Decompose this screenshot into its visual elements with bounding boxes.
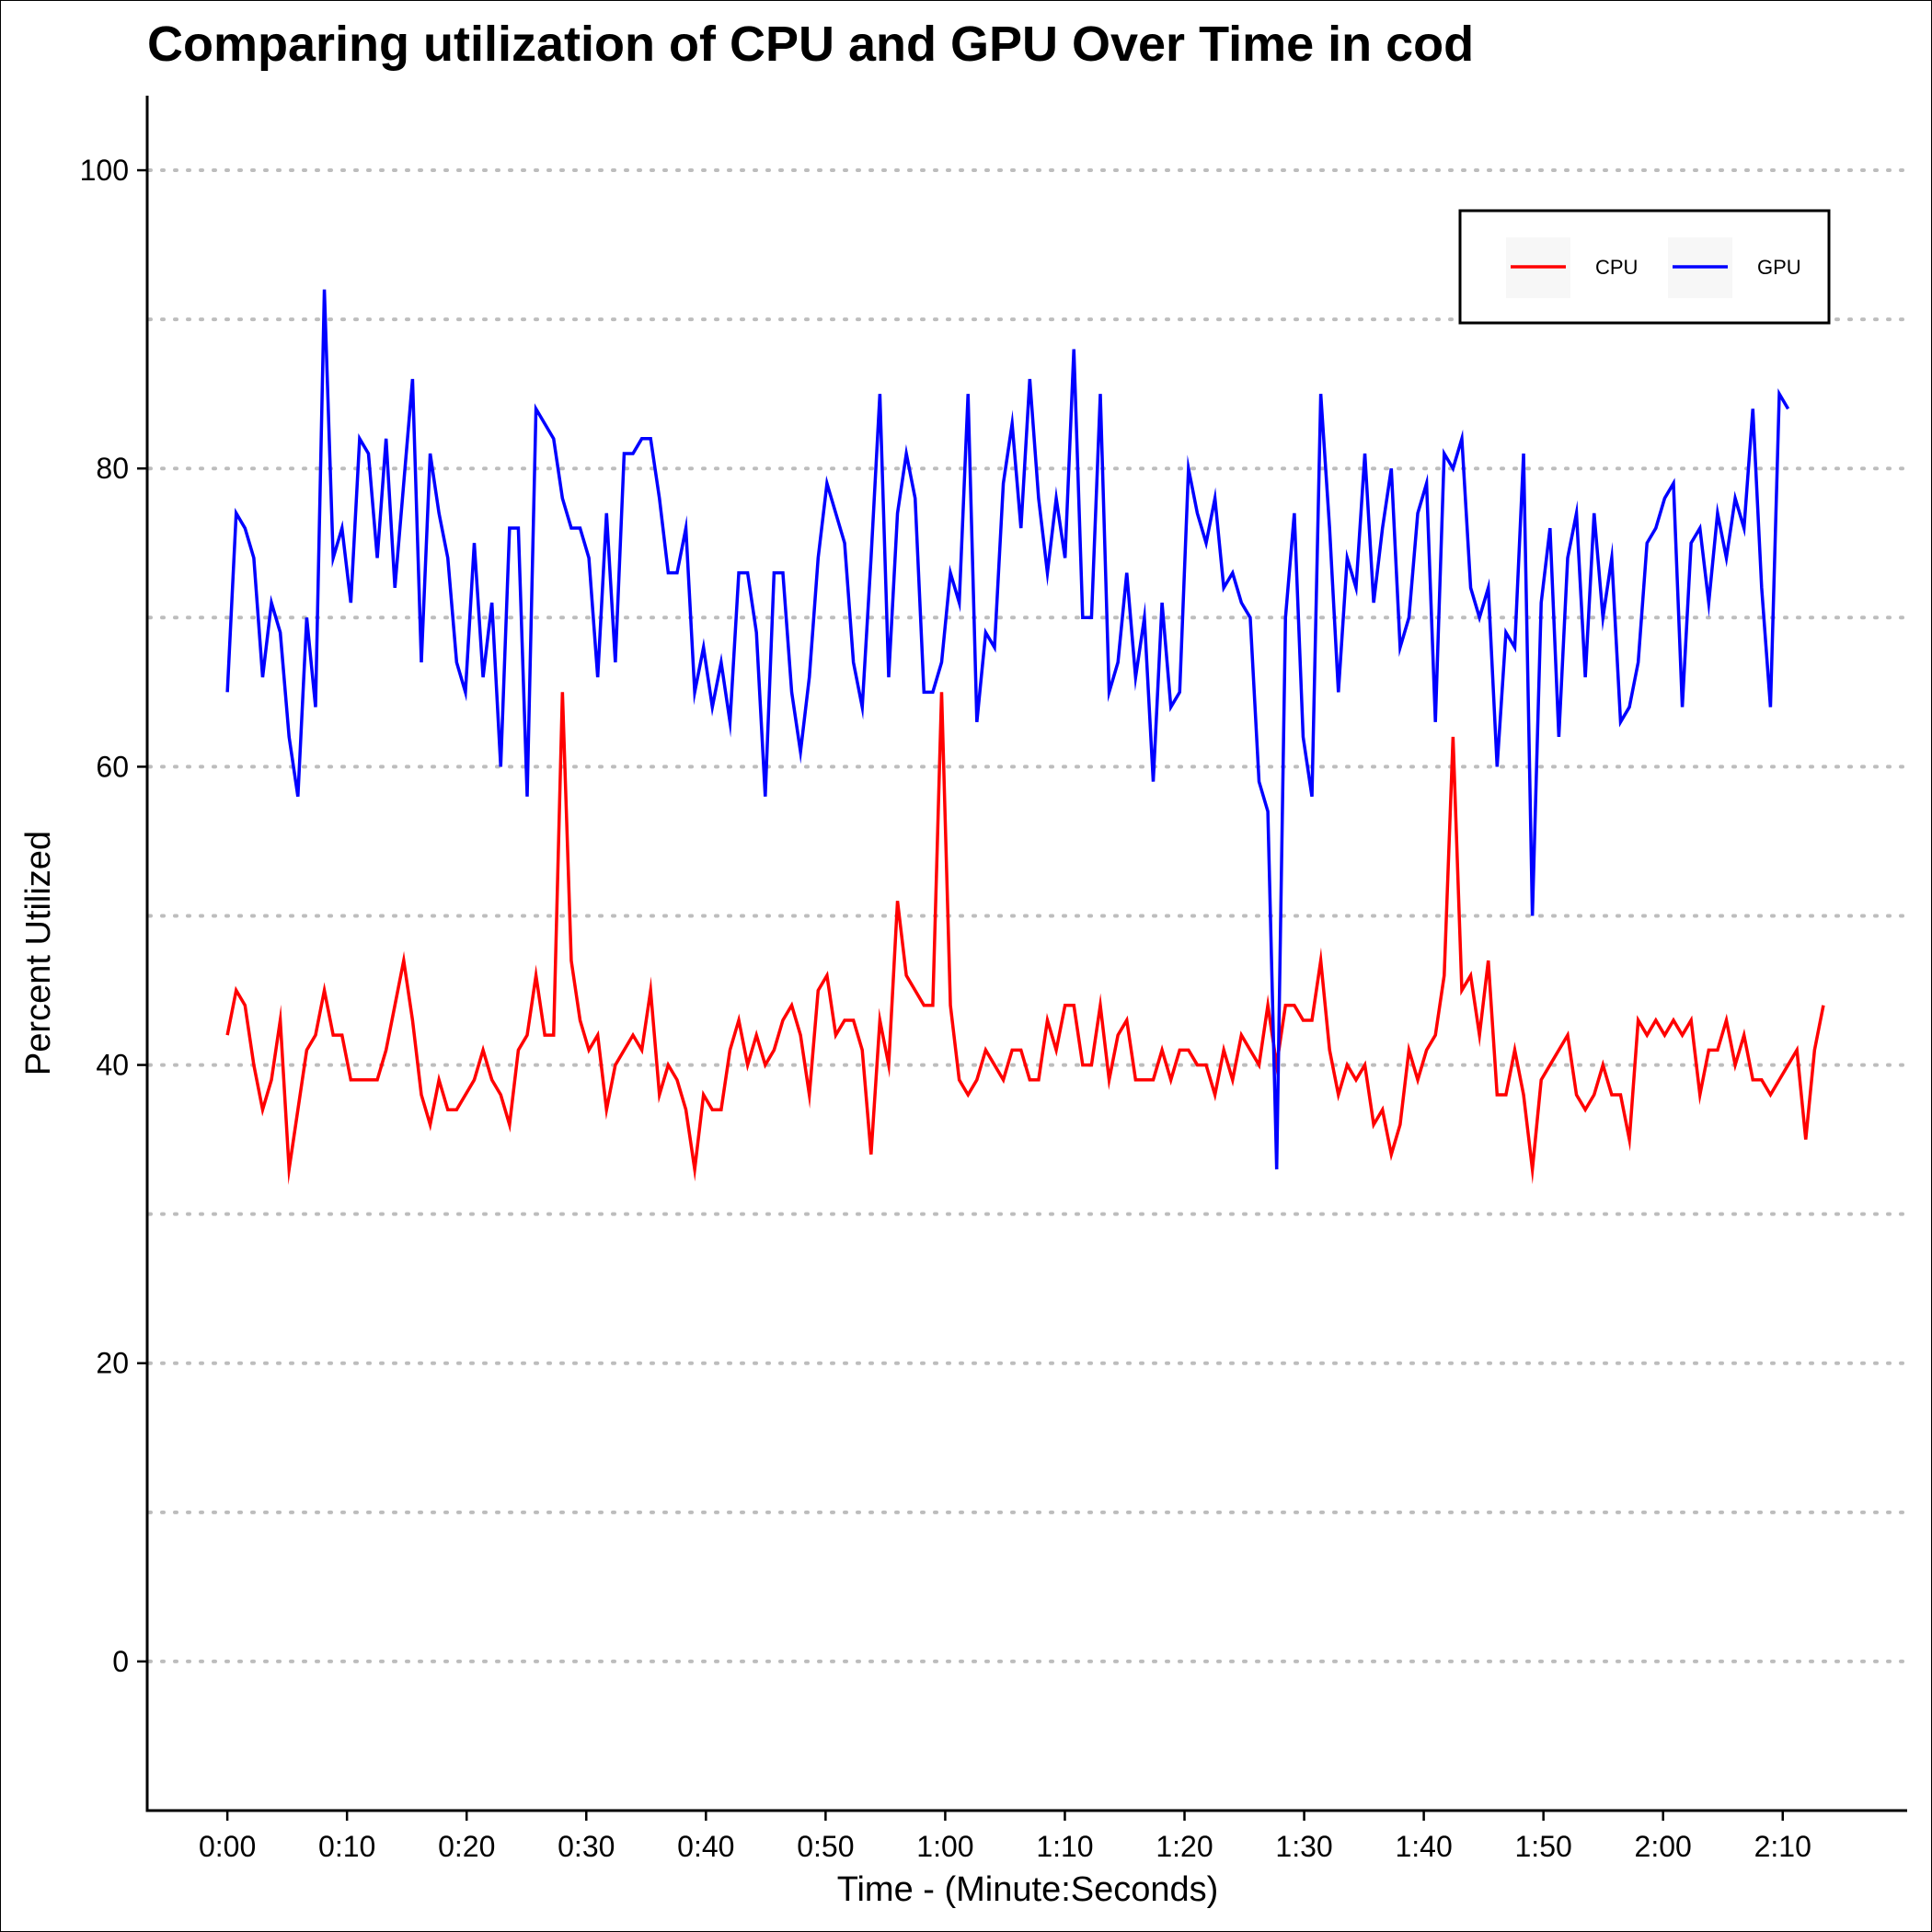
legend-label-cpu: CPU bbox=[1595, 256, 1638, 279]
x-tick-label: 0:10 bbox=[318, 1830, 375, 1863]
series-line-gpu bbox=[225, 289, 1790, 1170]
series-layer bbox=[225, 289, 1825, 1186]
y-tick-label: 60 bbox=[96, 750, 129, 783]
legend: CPU GPU bbox=[1458, 209, 1831, 325]
x-tick-label: 0:50 bbox=[797, 1830, 854, 1863]
y-ticks: 0 20 40 60 80 100 bbox=[80, 154, 147, 1678]
y-tick-label: 20 bbox=[96, 1347, 129, 1380]
series-line-cpu bbox=[225, 692, 1825, 1186]
chart-title: Comparing utilization of CPU and GPU Ove… bbox=[147, 17, 1474, 72]
y-tick-label: 80 bbox=[96, 452, 129, 485]
y-tick-label: 100 bbox=[80, 154, 129, 187]
legend-label-gpu: GPU bbox=[1757, 256, 1801, 279]
x-tick-label: 2:10 bbox=[1754, 1830, 1811, 1863]
x-axis-title: Time - (Minute:Seconds) bbox=[837, 1870, 1219, 1909]
x-tick-label: 1:10 bbox=[1036, 1830, 1093, 1863]
x-tick-label: 1:30 bbox=[1275, 1830, 1332, 1863]
x-ticks: 0:00 0:10 0:20 0:30 0:40 0:50 1:00 1:10 1:20 1:30… bbox=[199, 1811, 1811, 1863]
y-axis-title: Percent Utilized bbox=[19, 831, 58, 1075]
x-tick-label: 1:20 bbox=[1156, 1830, 1213, 1863]
x-tick-label: 1:40 bbox=[1395, 1830, 1452, 1863]
x-tick-label: 0:20 bbox=[438, 1830, 495, 1863]
grid-layer bbox=[147, 168, 1909, 1663]
axis-layer bbox=[145, 96, 1907, 1812]
x-tick-label: 2:00 bbox=[1635, 1830, 1692, 1863]
y-tick-label: 0 bbox=[112, 1645, 129, 1678]
x-tick-label: 0:40 bbox=[677, 1830, 734, 1863]
x-tick-label: 1:00 bbox=[916, 1830, 973, 1863]
x-tick-label: 1:50 bbox=[1515, 1830, 1572, 1863]
y-tick-label: 40 bbox=[96, 1049, 129, 1082]
x-tick-label: 0:00 bbox=[199, 1830, 256, 1863]
x-tick-label: 0:30 bbox=[558, 1830, 615, 1863]
